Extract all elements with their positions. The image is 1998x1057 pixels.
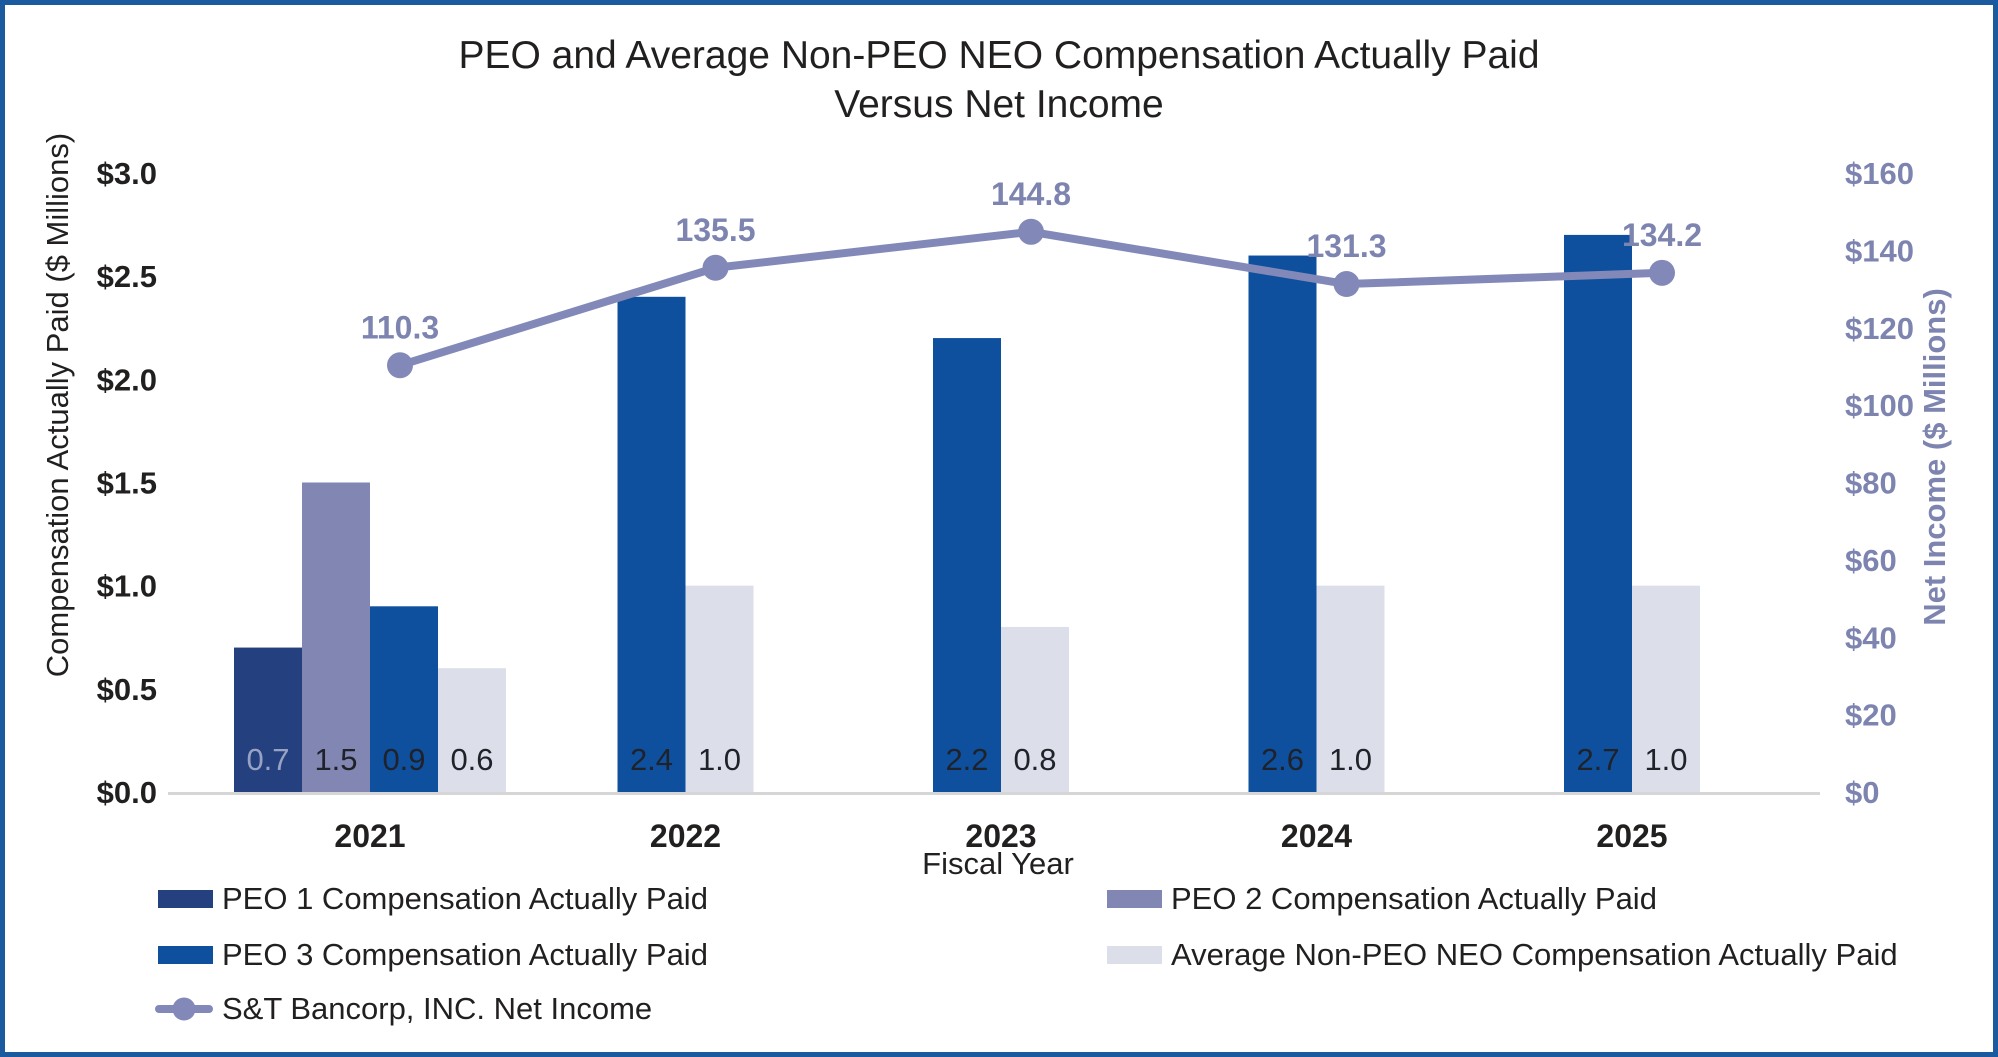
right-axis-tick-7: $20	[1845, 698, 1897, 733]
right-axis-tick-3: $100	[1845, 388, 1914, 423]
left-axis-tick-5: $0.5	[97, 672, 157, 707]
legend-label-peo2: PEO 2 Compensation Actually Paid	[1171, 881, 1657, 916]
legend-item-peo1: PEO 1 Compensation Actually Paid	[158, 881, 708, 916]
left-axis-tick-1: $2.5	[97, 259, 157, 294]
left-axis-tick-4: $1.0	[97, 569, 157, 604]
right-axis-tick-0: $160	[1845, 156, 1914, 191]
bar-peo3-2024	[1248, 255, 1317, 793]
bar-value-label-peo3-2023: 2.2	[945, 742, 988, 777]
net-income-label-2024: 131.3	[1306, 228, 1386, 264]
bar-value-label-peo2-2021: 1.5	[314, 742, 357, 777]
bar-value-label-peo3-2021: 0.9	[382, 742, 425, 777]
chart-title: PEO and Average Non-PEO NEO Compensation…	[5, 31, 1993, 129]
x-axis-tick-2025: 2025	[1596, 818, 1667, 854]
bar-peo2-2021	[302, 482, 370, 792]
x-axis-tick-2023: 2023	[965, 818, 1036, 854]
bar-avg-2025	[1632, 585, 1700, 792]
legend-line-dot	[172, 997, 196, 1021]
net-income-label-2023: 144.8	[991, 176, 1071, 212]
bar-value-label-avg-2025: 1.0	[1644, 742, 1687, 777]
chart-title-line1: PEO and Average Non-PEO NEO Compensation…	[458, 34, 1540, 77]
bar-peo3-2025	[1564, 234, 1632, 792]
left-axis-tick-2: $2.0	[97, 362, 157, 397]
legend-label-net-income: S&T Bancorp, INC. Net Income	[222, 991, 653, 1026]
legend-item-net-income: S&T Bancorp, INC. Net Income	[155, 991, 653, 1026]
net-income-marker-2021	[387, 352, 413, 379]
left-axis-tick-0: $3.0	[97, 156, 157, 191]
legend-line-marker-icon	[155, 997, 213, 1021]
right-axis-tick-2: $120	[1845, 311, 1914, 346]
bar-avg-2022	[685, 585, 754, 792]
net-income-marker-2023	[1018, 218, 1044, 245]
right-axis-tick-8: $0	[1845, 775, 1879, 810]
right-axis-tick-1: $140	[1845, 233, 1914, 268]
plot-area: $3.0 $2.5 $2.0 $1.5 $1.0 $0.5 $0.0 $160 $140 $120…	[97, 156, 1914, 854]
legend-label-peo3: PEO 3 Compensation Actually Paid	[222, 937, 708, 972]
legend-item-peo2: PEO 2 Compensation Actually Paid	[1107, 881, 1657, 916]
net-income-label-2022: 135.5	[675, 212, 755, 248]
legend-swatch-peo3	[158, 946, 213, 964]
legend-swatch-peo1	[158, 890, 213, 908]
net-income-line	[396, 227, 1666, 370]
net-income-marker-2024	[1333, 271, 1360, 298]
net-income-label-2021: 110.3	[361, 309, 439, 345]
legend-item-peo3: PEO 3 Compensation Actually Paid	[158, 937, 708, 972]
bar-value-label-peo3-2022: 2.4	[630, 742, 673, 777]
legend-label-avg-non-peo-neo: Average Non-PEO NEO Compensation Actuall…	[1171, 937, 1898, 972]
left-axis-tick-6: $0.0	[97, 775, 157, 810]
bar-value-label-peo1-2021: 0.7	[246, 742, 289, 777]
bar-peo3-2022	[617, 296, 686, 792]
net-income-label-2025: 134.2	[1622, 217, 1702, 253]
bar-avg-2024	[1316, 585, 1385, 792]
bar-value-label-avg-2021: 0.6	[450, 742, 493, 777]
x-axis-tick-2024: 2024	[1281, 818, 1352, 854]
bar-peo3-2023	[933, 338, 1001, 792]
x-axis-title: Fiscal Year	[922, 846, 1074, 881]
chart-title-line2: Versus Net Income	[834, 83, 1164, 126]
legend-swatch-avg-non-peo-neo	[1107, 946, 1162, 964]
net-income-marker-2022	[702, 254, 729, 281]
legend-item-avg-non-peo-neo: Average Non-PEO NEO Compensation Actuall…	[1107, 937, 1898, 972]
bar-value-label-avg-2022: 1.0	[698, 742, 741, 777]
bar-value-label-avg-2024: 1.0	[1329, 742, 1372, 777]
bar-value-label-peo3-2024: 2.6	[1261, 742, 1304, 777]
bar-value-label-peo3-2025: 2.7	[1576, 742, 1619, 777]
legend-label-peo1: PEO 1 Compensation Actually Paid	[222, 881, 708, 916]
right-axis-tick-4: $80	[1845, 466, 1897, 501]
bar-peo1-2021	[234, 647, 302, 792]
left-axis-tick-3: $1.5	[97, 466, 157, 501]
legend-swatch-peo2	[1107, 890, 1162, 908]
bar-peo3-2021	[370, 606, 438, 792]
bar-avg-2023	[1001, 626, 1069, 792]
right-axis-tick-5: $60	[1845, 543, 1897, 578]
x-axis-tick-2022: 2022	[650, 818, 721, 854]
net-income-marker-2025	[1649, 259, 1675, 286]
right-axis-tick-6: $40	[1845, 620, 1897, 655]
bar-value-label-avg-2023: 0.8	[1013, 742, 1056, 777]
x-axis-tick-2021: 2021	[334, 818, 405, 854]
bar-avg-2021	[438, 668, 506, 792]
